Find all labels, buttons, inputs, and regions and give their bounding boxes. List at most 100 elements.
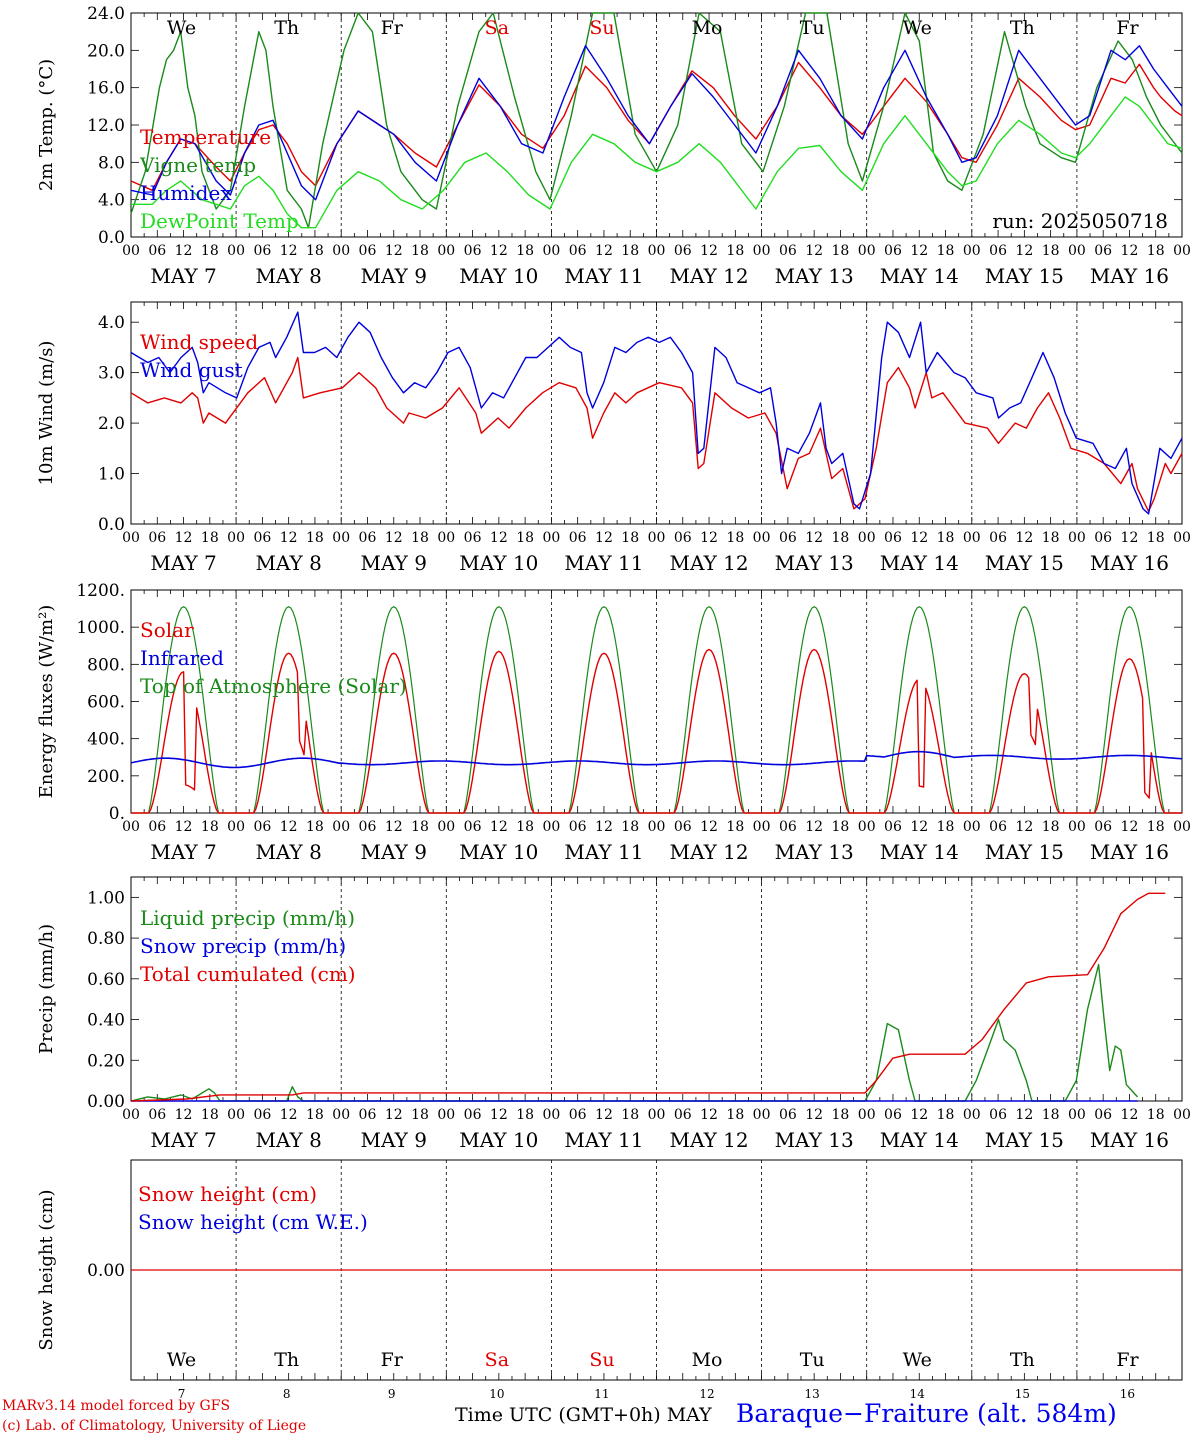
- hour-tick-label: 12: [1015, 1107, 1033, 1123]
- station-name: Baraque−Fraiture (alt. 584m): [736, 1399, 1117, 1428]
- y-tick-label: 4.0: [98, 313, 125, 333]
- hour-tick-label: 06: [779, 819, 797, 835]
- model-credit: MARv3.14 model forced by GFS: [2, 1398, 231, 1414]
- weekday-label: Su: [589, 17, 614, 39]
- hour-tick-label: 18: [411, 243, 429, 259]
- y-tick-label: 0.20: [87, 1051, 125, 1071]
- hour-tick-label: 00: [963, 819, 981, 835]
- hour-tick-label: 12: [280, 530, 298, 546]
- date-label: MAY 8: [255, 551, 321, 575]
- date-label: MAY 9: [361, 840, 427, 864]
- hour-tick-label: 06: [1094, 1107, 1112, 1123]
- legend-entry: Snow height (cm W.E.): [138, 1210, 368, 1234]
- hour-tick-label: 12: [1015, 243, 1033, 259]
- panel-frame: [130, 589, 1183, 814]
- hour-tick-label: 18: [832, 243, 850, 259]
- y-tick-label: 1000.: [76, 618, 125, 638]
- hour-tick-label: 12: [1015, 530, 1033, 546]
- hour-tick-label: 00: [122, 819, 140, 835]
- y-tick-label: 0.00: [87, 1092, 125, 1112]
- hour-tick-label: 06: [884, 530, 902, 546]
- y-tick-label: 0.0: [98, 228, 125, 248]
- date-label: MAY 10: [459, 551, 538, 575]
- date-label: MAY 15: [985, 840, 1064, 864]
- date-label: MAY 12: [669, 264, 748, 288]
- hour-tick-label: 12: [490, 530, 508, 546]
- hour-tick-label: 18: [201, 1107, 219, 1123]
- hour-tick-label: 18: [1042, 530, 1060, 546]
- hour-tick-label: 00: [227, 530, 245, 546]
- hour-tick-label: 18: [306, 530, 324, 546]
- hour-tick-label: 06: [1094, 819, 1112, 835]
- hour-tick-label: 12: [910, 819, 928, 835]
- hour-tick-label: 06: [148, 530, 166, 546]
- hour-tick-label: 00: [332, 530, 350, 546]
- hour-tick-label: 12: [595, 1107, 613, 1123]
- hour-tick-label: 06: [464, 530, 482, 546]
- hour-tick-label: 00: [963, 530, 981, 546]
- y-tick-label: 0.0: [98, 515, 125, 535]
- hour-tick-label: 00: [122, 243, 140, 259]
- hour-tick-label: 12: [385, 243, 403, 259]
- hour-tick-label: 18: [516, 530, 534, 546]
- hour-tick-label: 18: [306, 243, 324, 259]
- hour-tick-label: 18: [726, 530, 744, 546]
- temp-series-line: [131, 96, 1183, 229]
- hour-tick-label: 06: [359, 530, 377, 546]
- hour-tick-label: 12: [595, 819, 613, 835]
- hour-tick-label: 12: [175, 1107, 193, 1123]
- temp-series-line: [130, 12, 1183, 229]
- legend-entry: Snow height (cm): [138, 1182, 317, 1206]
- hour-tick-label: 00: [753, 530, 771, 546]
- hour-tick-label: 18: [1042, 243, 1060, 259]
- hour-tick-label: 00: [542, 819, 560, 835]
- hour-tick-label: 12: [910, 1107, 928, 1123]
- hour-tick-label: 12: [805, 819, 823, 835]
- hour-tick-label: 12: [700, 819, 718, 835]
- legend-entry: Total cumulated (cm): [140, 962, 356, 986]
- hour-tick-label: 00: [437, 819, 455, 835]
- hour-tick-label: 06: [253, 819, 271, 835]
- hour-tick-label: 00: [963, 1107, 981, 1123]
- date-label: MAY 9: [361, 1128, 427, 1152]
- hour-tick-label: 18: [937, 819, 955, 835]
- hour-tick-label: 06: [148, 819, 166, 835]
- hour-tick-label: 00: [1068, 819, 1086, 835]
- date-label: MAY 9: [361, 551, 427, 575]
- date-label: MAY 16: [1090, 840, 1169, 864]
- hour-tick-label: 18: [516, 243, 534, 259]
- hour-tick-label: 00: [122, 530, 140, 546]
- y-axis-label: 2m Temp. (°C): [36, 59, 57, 191]
- hour-tick-label: 00: [858, 530, 876, 546]
- hour-tick-label: 12: [280, 819, 298, 835]
- y-tick-label: 0.: [109, 804, 125, 824]
- hour-tick-label: 18: [621, 819, 639, 835]
- hour-tick-label: 12: [700, 243, 718, 259]
- hour-tick-label: 00: [648, 1107, 666, 1123]
- run-annotation: run: 2025050718: [992, 209, 1168, 233]
- hour-tick-label: 06: [464, 1107, 482, 1123]
- hour-tick-label: 18: [1147, 1107, 1165, 1123]
- hour-tick-label: 06: [884, 1107, 902, 1123]
- hour-tick-label: 12: [595, 243, 613, 259]
- hour-tick-label: 00: [332, 819, 350, 835]
- y-tick-label: 4.0: [98, 191, 125, 211]
- hour-tick-label: 00: [332, 1107, 350, 1123]
- weekday-label: Su: [589, 1349, 614, 1371]
- y-tick-label: 24.0: [87, 4, 125, 24]
- legend-entry: DewPoint Temp: [140, 209, 299, 233]
- hour-tick-label: 18: [621, 1107, 639, 1123]
- date-label: MAY 7: [150, 1128, 216, 1152]
- legend-entry: Top of Atmosphere (Solar): [140, 674, 407, 698]
- hour-tick-label: 00: [648, 243, 666, 259]
- hour-tick-label: 12: [175, 530, 193, 546]
- hour-tick-label: 06: [359, 243, 377, 259]
- hour-tick-label: 12: [175, 819, 193, 835]
- y-tick-label: 12.0: [87, 116, 125, 136]
- weekday-label: We: [167, 17, 196, 39]
- hour-tick-label: 12: [280, 243, 298, 259]
- hour-tick-label: 06: [148, 1107, 166, 1123]
- weekday-label: Th: [1010, 17, 1035, 39]
- hour-tick-label: 06: [779, 530, 797, 546]
- hour-tick-label: 06: [989, 530, 1007, 546]
